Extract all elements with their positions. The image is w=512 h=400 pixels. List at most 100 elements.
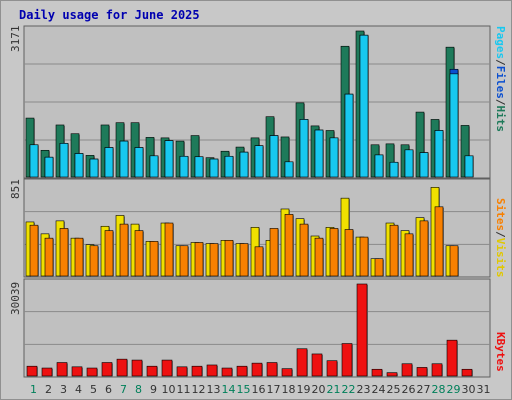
bar-pages-day-4 [74,153,84,178]
bar-kbytes-day-5 [86,367,98,377]
bar-sites-day-20 [314,237,324,277]
bar-kbytes-day-6 [101,362,113,377]
day-label-11: 11 [176,383,191,396]
bar-pages-day-16 [254,145,264,178]
bar-kbytes-day-21 [326,360,338,377]
bar-pages-day-23 [359,34,369,178]
day-label-10: 10 [161,383,176,396]
bar-pages-day-17 [269,135,279,178]
bar-sites-day-28 [434,206,444,277]
bar-kbytes-day-23 [356,283,368,377]
bar-pages-day-5 [89,158,99,178]
bar-sites-day-22 [344,229,354,277]
bar-sites-day-17 [269,228,279,277]
bar-sites-day-19 [299,223,309,277]
bar-kbytes-day-3 [56,362,68,377]
bar-sites-day-10 [164,222,174,277]
chart-title: Daily usage for June 2025 [19,8,200,22]
day-label-16: 16 [251,383,266,396]
day-label-26: 26 [401,383,416,396]
bar-sites-day-7 [119,223,129,277]
bar-pages-day-14 [224,155,234,178]
bar-sites-day-15 [239,243,249,277]
day-label-3: 3 [60,383,67,396]
bar-sites-day-16 [254,246,264,277]
bar-sites-day-27 [419,220,429,277]
bar-pages-day-3 [59,143,69,178]
bar-pages-day-28 [434,130,444,178]
bar-kbytes-day-13 [206,364,218,377]
bar-sites-day-23 [359,236,369,277]
bar-kbytes-day-20 [311,353,323,377]
bar-pages-day-21 [329,137,339,178]
day-label-6: 6 [105,383,112,396]
bar-sites-day-8 [134,230,144,277]
bar-sites-day-2 [44,237,54,277]
bar-kbytes-day-24 [371,368,383,377]
legend-visits: Visits [494,237,507,278]
bar-kbytes-day-15 [236,365,248,377]
bar-kbytes-day-4 [71,366,83,377]
bar-kbytes-day-27 [416,367,428,377]
bar-kbytes-day-17 [266,362,278,377]
panel-3-background [23,278,491,378]
day-label-27: 27 [416,383,431,396]
day-label-25: 25 [386,383,401,396]
bar-pages-day-20 [314,129,324,178]
day-label-9: 9 [150,383,157,396]
day-label-8: 8 [135,383,142,396]
bar-pages-day-8 [134,147,144,178]
bar-kbytes-day-9 [146,365,158,377]
bar-pages-day-19 [299,119,309,178]
bar-pages-day-13 [209,158,219,178]
legend-sites-visits: Sites/Visits [494,198,507,278]
bar-kbytes-day-7 [116,358,128,377]
panel3-ymax-label: 30039 [9,281,22,315]
bar-pages-day-24 [374,154,384,178]
bar-pages-day-15 [239,151,249,178]
bar-kbytes-day-22 [341,343,353,377]
day-label-12: 12 [191,383,206,396]
bar-pages-day-22 [344,93,354,178]
legend-hits-files-pages: Pages/Files/Hits [494,26,507,132]
bar-pages-day-26 [404,149,414,178]
bar-sites-day-9 [149,241,159,277]
bar-kbytes-day-26 [401,363,413,377]
bar-pages-day-27 [419,152,429,178]
bar-pages-day-1 [29,144,39,178]
bar-kbytes-day-29 [446,339,458,377]
bar-pages-day-6 [104,147,114,178]
bar-sites-day-12 [194,242,204,277]
bar-sites-day-25 [389,224,399,277]
day-label-4: 4 [75,383,82,396]
bar-kbytes-day-30 [461,368,473,377]
bar-pages-day-10 [164,140,174,178]
bar-sites-day-4 [74,237,84,277]
day-label-7: 7 [120,383,127,396]
bar-sites-day-18 [284,214,294,277]
legend-hits: Hits [494,105,507,133]
bar-pages-day-30 [464,155,474,178]
bar-kbytes-day-12 [191,365,203,377]
day-label-21: 21 [326,383,341,396]
bar-pages-day-11 [179,155,189,178]
day-label-30: 30 [461,383,476,396]
day-label-29: 29 [446,383,461,396]
day-label-22: 22 [341,383,356,396]
bar-kbytes-day-16 [251,362,263,377]
day-label-18: 18 [281,383,296,396]
day-label-13: 13 [206,383,221,396]
bar-sites-day-11 [179,245,189,277]
legend-pages: Pages [494,26,507,60]
bar-sites-day-26 [404,233,414,277]
bar-sites-day-29 [449,245,459,277]
bar-pages-day-2 [44,156,54,178]
bar-pages-day-25 [389,161,399,178]
bar-kbytes-day-1 [26,365,38,377]
bar-kbytes-day-10 [161,359,173,377]
bar-kbytes-day-28 [431,363,443,377]
day-label-31: 31 [476,383,491,396]
day-label-5: 5 [90,383,97,396]
bar-sites-day-3 [59,228,69,277]
